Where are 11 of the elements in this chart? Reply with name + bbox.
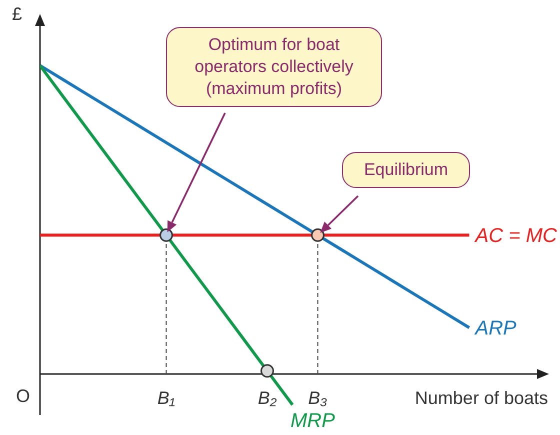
series-label: MRP <box>290 410 336 432</box>
series-label: AC = MC <box>474 225 558 248</box>
x-tick-label: B₂ <box>258 388 277 408</box>
series-label: ARP <box>474 318 518 340</box>
y-axis-title: £ <box>12 4 22 25</box>
x-axis-title: Number of boats <box>414 388 548 409</box>
text: O <box>16 386 30 407</box>
callout-box: Optimum for boat operators collectively (maximum profits) <box>166 27 382 107</box>
x-tick-label: B₃ <box>308 388 328 408</box>
x-tick-label: B₁ <box>157 388 176 408</box>
callout-box: Equilibrium <box>342 152 470 188</box>
